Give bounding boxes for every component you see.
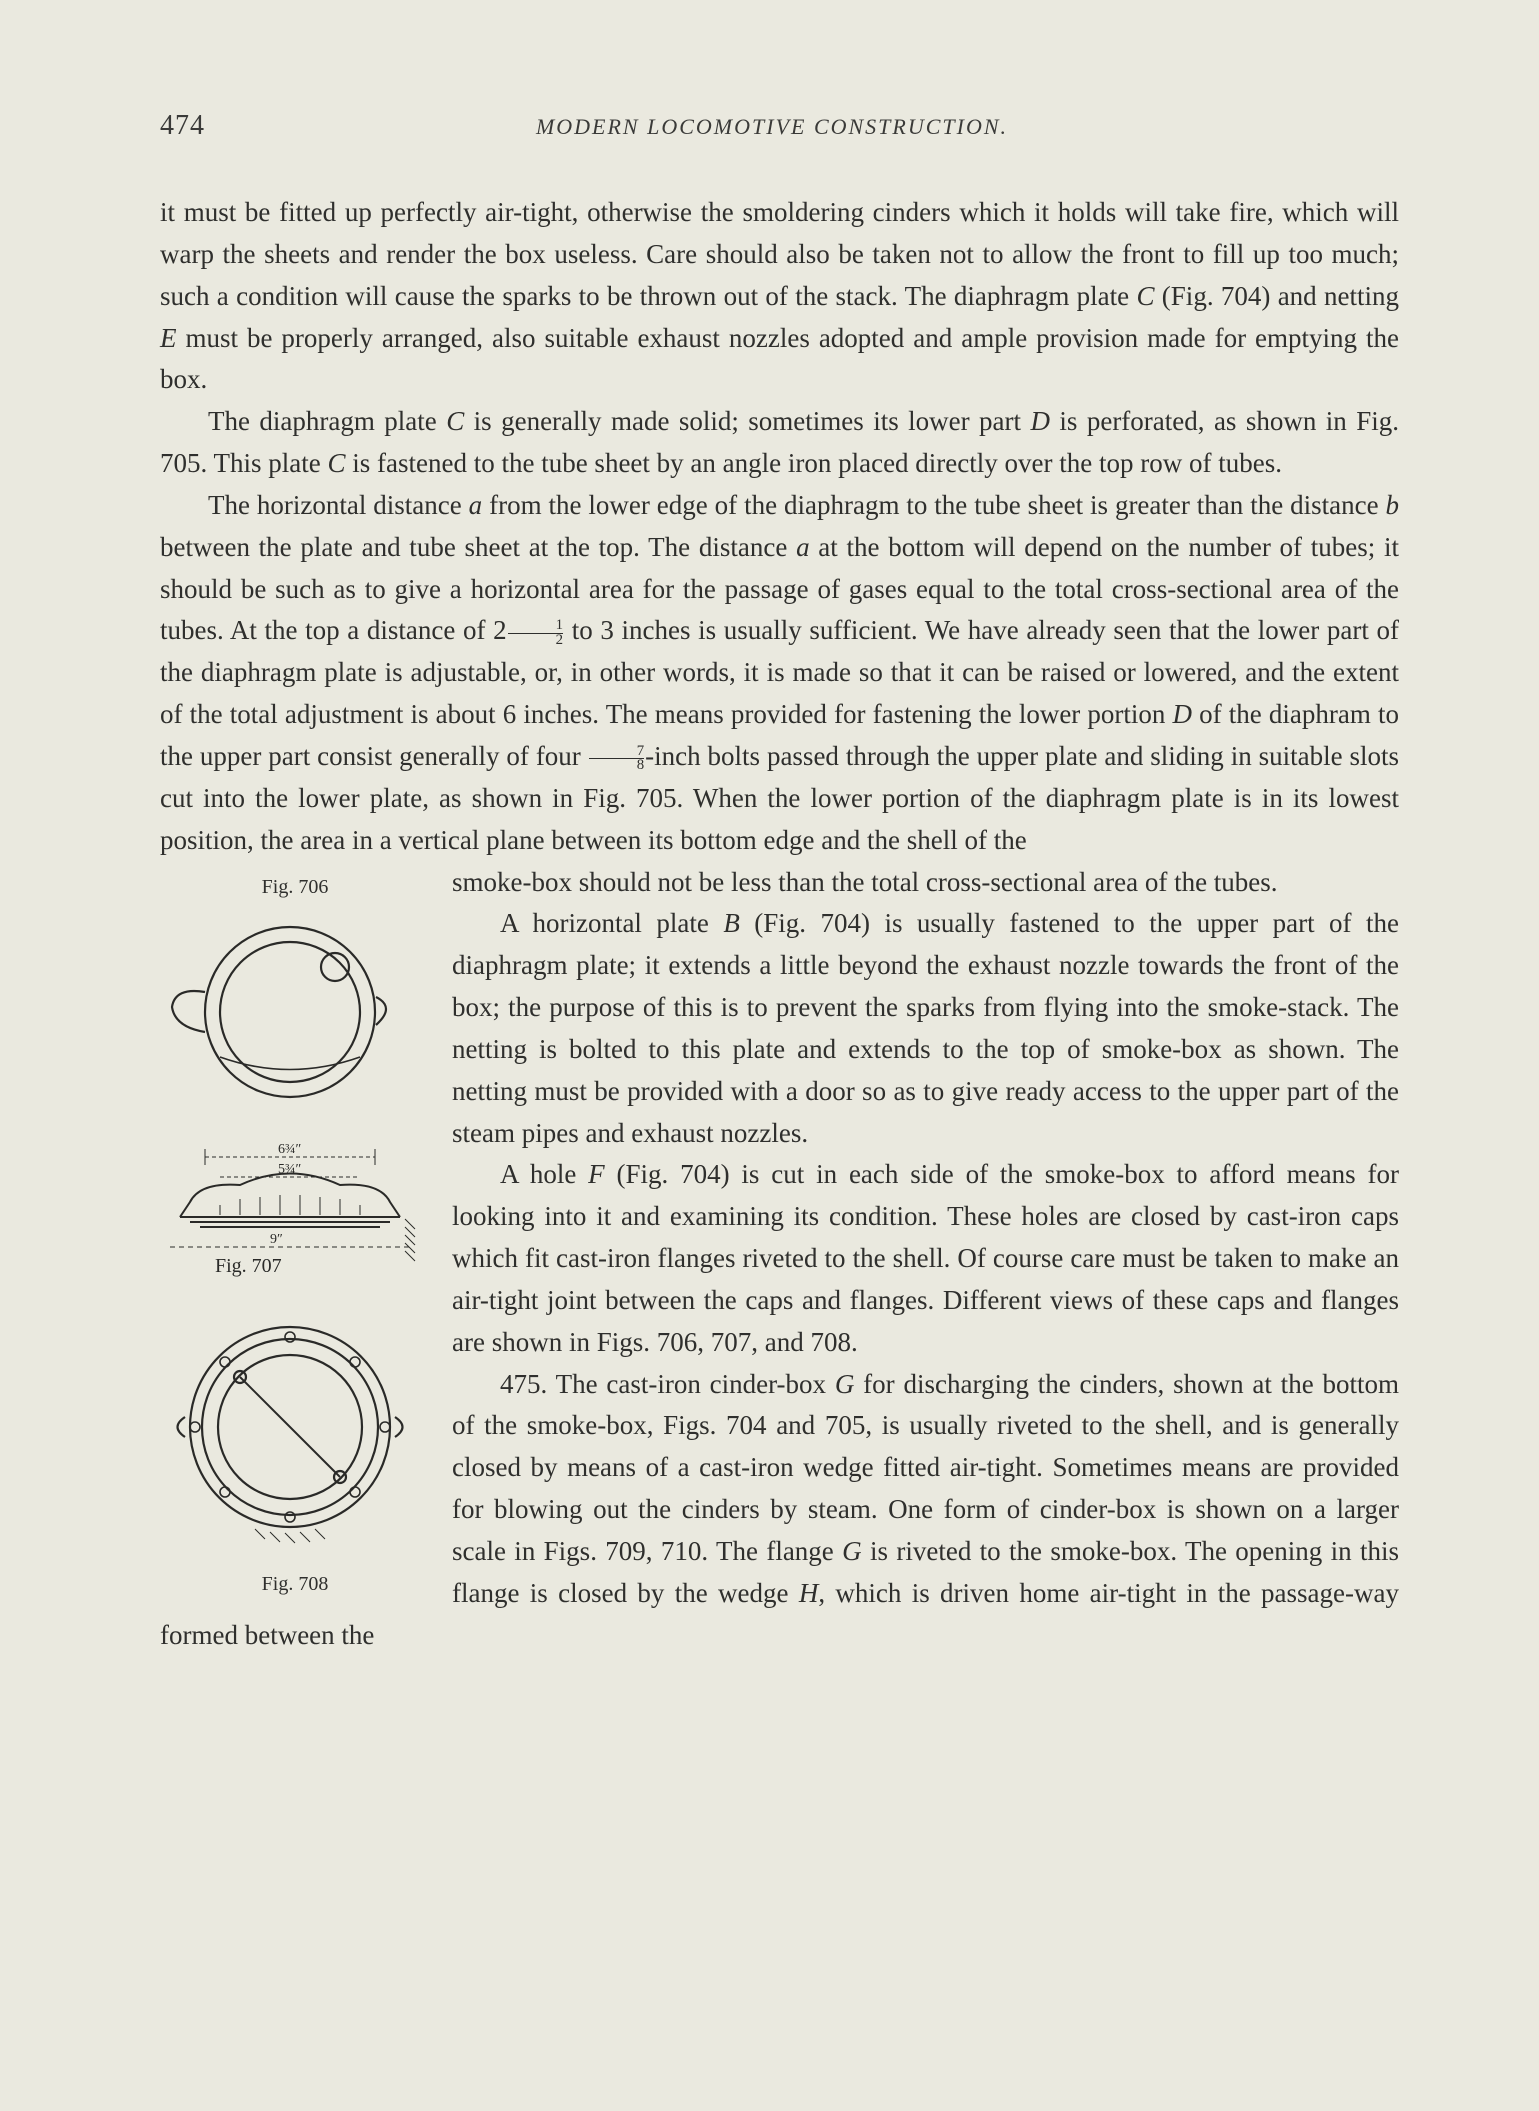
fig-707-label: Fig. 707	[215, 1255, 282, 1277]
paragraph-2: The diaphragm plate C is generally made …	[160, 401, 1399, 485]
fig-706-drawing	[160, 907, 410, 1127]
book-page: 474 MODERN LOCOMOTIVE CONSTRUCTION. it m…	[0, 0, 1539, 1797]
svg-text:6¾″: 6¾″	[278, 1142, 302, 1157]
page-number: 474	[160, 110, 205, 142]
svg-text:9″: 9″	[270, 1232, 283, 1247]
body-text: it must be fitted up perfectly air-tight…	[160, 192, 1399, 1657]
paragraph-3: The horizontal distance a from the lower…	[160, 485, 1399, 862]
paragraph-1: it must be fitted up perfectly air-tight…	[160, 192, 1399, 401]
fig-708-drawing	[160, 1307, 420, 1567]
fig-708-label: Fig. 708	[160, 1569, 430, 1600]
figure-706-707-708: Fig. 706 6¾″	[160, 870, 430, 1604]
fig-706-label: Fig. 706	[160, 872, 430, 903]
fig-707-drawing: 6¾″ 5¾″	[160, 1127, 420, 1307]
page-header: 474 MODERN LOCOMOTIVE CONSTRUCTION.	[160, 110, 1399, 142]
running-title: MODERN LOCOMOTIVE CONSTRUCTION.	[205, 114, 1339, 140]
